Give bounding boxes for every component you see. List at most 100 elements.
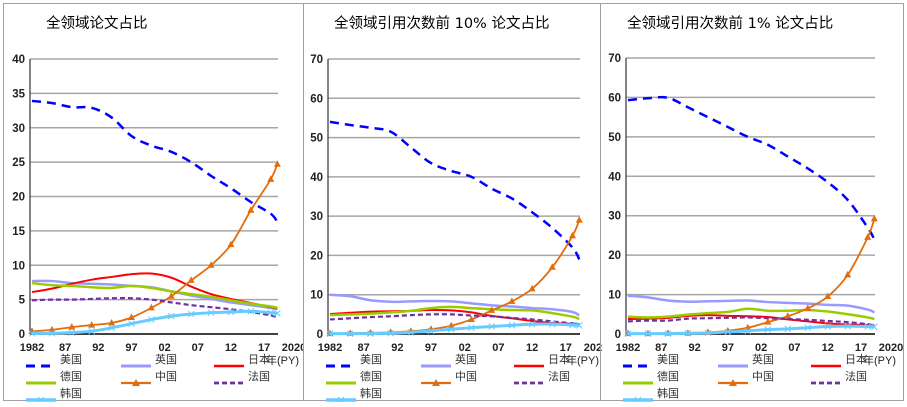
data-point-korea xyxy=(387,329,394,337)
legend-label-korea: 韩国 xyxy=(657,386,679,400)
series-line-uk xyxy=(627,294,875,314)
data-point-china xyxy=(569,231,577,239)
data-point-korea xyxy=(88,327,96,335)
legend-label-japan: 日本 xyxy=(548,352,570,366)
data-point-korea xyxy=(569,321,576,329)
chart-panel-all-papers: 全领域论文占比 0 5 10 15 20 25 30 35 40 1982 87 92 97 02 07 12… xyxy=(3,3,304,402)
legend-label-germany: 德国 xyxy=(60,369,82,383)
data-point-china xyxy=(207,261,215,268)
x-tick-label: 12 xyxy=(822,342,834,354)
x-tick-label: 97 xyxy=(722,342,734,354)
series-line-france xyxy=(329,313,580,326)
y-tick-label: 50 xyxy=(608,132,621,144)
data-point-china xyxy=(528,284,536,292)
x-tick-label: 87 xyxy=(358,342,370,354)
data-point-china xyxy=(784,312,792,319)
data-point-korea xyxy=(548,320,556,328)
data-point-china xyxy=(575,216,583,223)
data-point-korea xyxy=(128,320,135,328)
x-tick-label: 92 xyxy=(92,342,104,354)
series-line-china xyxy=(329,219,581,335)
y-tick-label: 35 xyxy=(12,88,25,100)
y-tick-label: 10 xyxy=(310,290,323,302)
legend-label-korea: 韩国 xyxy=(360,386,382,400)
y-tick-label: 70 xyxy=(310,54,323,66)
data-point-china xyxy=(488,306,496,313)
legend-label-uk: 英国 xyxy=(752,352,774,366)
legend-label-china: 中国 xyxy=(455,370,477,383)
chart-title: 全领域论文占比 xyxy=(46,16,148,32)
legend-label-usa: 美国 xyxy=(60,353,82,366)
y-tick-label: 60 xyxy=(310,93,323,105)
x-axis-label: 年(PY) xyxy=(266,353,299,367)
data-point-korea xyxy=(167,312,175,320)
data-point-korea xyxy=(346,330,354,337)
data-point-korea xyxy=(367,330,374,337)
series-line-france xyxy=(627,316,875,327)
data-point-korea xyxy=(274,310,281,317)
data-point-korea xyxy=(644,330,652,337)
x-tick-label: 1982 xyxy=(20,342,44,354)
x-tick-label: 12 xyxy=(225,342,237,354)
x-tick-label: 92 xyxy=(391,342,403,354)
series-line-germany xyxy=(627,307,875,321)
legend-label-usa: 美国 xyxy=(360,353,382,366)
legend-marker-korea xyxy=(37,396,45,402)
data-point-china xyxy=(48,325,56,333)
data-point-korea xyxy=(684,329,692,337)
legend-label-korea: 韩国 xyxy=(60,386,82,400)
chart-top1: 0 10 20 30 40 50 60 70 1982 87 92 97 02 07 12 17 2020年(P… xyxy=(608,53,903,402)
data-point-china xyxy=(267,175,275,182)
series-line-korea xyxy=(628,324,875,336)
data-point-korea xyxy=(108,324,115,332)
data-point-korea xyxy=(804,324,812,332)
data-point-china xyxy=(247,206,255,213)
data-point-china xyxy=(88,321,96,328)
data-point-china xyxy=(548,263,556,270)
legend-label-germany: 德国 xyxy=(360,369,382,383)
data-point-korea xyxy=(508,322,516,329)
series-line-usa xyxy=(31,99,279,223)
x-tick-label: 2020 xyxy=(584,342,602,354)
legend-label-germany: 德国 xyxy=(657,369,679,383)
series-line-usa xyxy=(627,95,876,240)
data-point-korea xyxy=(48,329,56,337)
data-point-china xyxy=(824,292,832,300)
data-point-korea xyxy=(427,327,435,335)
x-tick-label: 12 xyxy=(526,342,538,354)
chart-panel-top1: 全领域引用次数前 1% 论文占比 0 10 20 30 40 50 60 70 1982 87 92… xyxy=(600,3,904,402)
x-tick-label: 1982 xyxy=(616,342,640,354)
data-point-china xyxy=(167,292,175,299)
x-tick-label: 17 xyxy=(560,342,572,354)
y-tick-label: 50 xyxy=(310,133,323,145)
legend-marker-korea xyxy=(634,396,642,402)
series-line-germany xyxy=(329,305,580,321)
legend-marker-china xyxy=(432,379,440,386)
data-point-china xyxy=(844,270,852,278)
data-point-korea xyxy=(187,310,195,318)
x-tick-label: 17 xyxy=(855,342,867,354)
series-line-uk xyxy=(329,293,580,317)
data-point-china xyxy=(68,323,76,330)
data-point-china xyxy=(108,319,116,326)
x-tick-label: 07 xyxy=(788,342,800,354)
y-tick-label: 70 xyxy=(608,53,621,65)
data-point-korea xyxy=(148,316,155,323)
legend-label-uk: 英国 xyxy=(155,352,177,366)
data-point-korea xyxy=(864,323,872,330)
x-tick-label: 92 xyxy=(688,342,700,354)
series-line-usa xyxy=(329,120,581,260)
data-point-korea xyxy=(267,309,275,317)
y-tick-label: 40 xyxy=(12,54,25,66)
data-point-korea xyxy=(68,329,76,336)
y-tick-label: 20 xyxy=(608,250,621,262)
data-point-korea xyxy=(824,323,832,330)
data-point-china xyxy=(227,240,235,248)
data-point-china xyxy=(447,321,455,329)
legend-marker-china xyxy=(132,379,140,386)
y-tick-label: 30 xyxy=(608,211,621,223)
data-point-china xyxy=(187,276,195,283)
y-tick-label: 40 xyxy=(310,172,323,184)
x-axis-label: 年(PY) xyxy=(863,353,896,367)
x-tick-label: 87 xyxy=(59,342,71,354)
